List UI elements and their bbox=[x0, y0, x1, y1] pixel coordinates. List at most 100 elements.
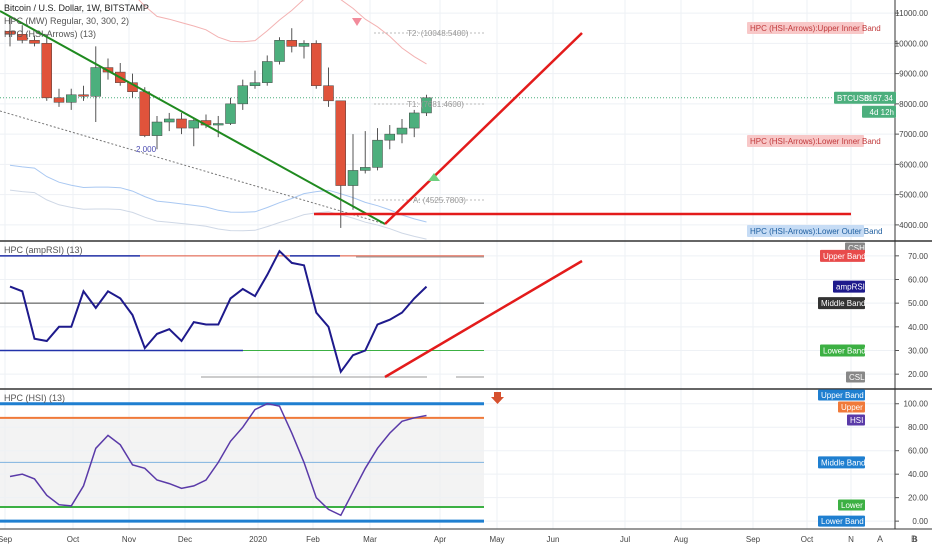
settings-button[interactable]: B bbox=[911, 534, 917, 544]
hsi-axis[interactable]: 0.00 20.00 40.00 60.00 80.00 100.00 bbox=[895, 400, 929, 526]
axis-tick-label: 11000.00 bbox=[895, 9, 928, 18]
down-arrow-icon bbox=[491, 392, 504, 404]
axis-tags: HPC (HSI-Arrows):Upper Inner Band HPC (HS… bbox=[747, 22, 896, 527]
bullish-candle[interactable] bbox=[347, 170, 359, 186]
rsi-pane-legend[interactable]: HPC (ampRSI) (13) bbox=[4, 245, 83, 255]
bullish-candle[interactable] bbox=[384, 133, 395, 141]
axis-tick-label: 20.00 bbox=[908, 494, 929, 503]
bearish-candle[interactable] bbox=[4, 30, 16, 35]
price-pane[interactable]: 2.000 T2: (10048.5400) T1: (7681.4600) A… bbox=[0, 0, 895, 240]
upper-envelope-band bbox=[138, 0, 427, 65]
bearish-candle[interactable] bbox=[139, 91, 150, 136]
bearish-candle[interactable] bbox=[311, 43, 322, 86]
axis-tick-label: 40.00 bbox=[908, 323, 929, 332]
hsi-pane[interactable] bbox=[0, 392, 895, 523]
rsi-middle-band-tag-label: Middle Band bbox=[821, 299, 865, 308]
green-downtrend-line[interactable] bbox=[0, 10, 386, 225]
sell-arrow-icon bbox=[352, 18, 362, 26]
bullish-candle[interactable] bbox=[188, 120, 199, 129]
lower-outer-band-tag-label: HPC (HSI-Arrows):Lower Outer Band bbox=[750, 227, 882, 236]
bullish-candle[interactable] bbox=[360, 167, 371, 171]
axis-tick-label: 0.00 bbox=[912, 517, 928, 526]
bullish-candle[interactable] bbox=[249, 82, 261, 86]
csh-tag-label: CSH bbox=[848, 244, 865, 253]
price-grid bbox=[0, 12, 895, 226]
bullish-candle[interactable] bbox=[66, 94, 77, 103]
bearish-candle[interactable] bbox=[41, 43, 52, 99]
bullish-candle[interactable] bbox=[237, 85, 248, 105]
lower-outer-envelope-band bbox=[9, 189, 427, 240]
hsi-middle-band-tag-label: Middle Band bbox=[821, 458, 865, 467]
time-axis[interactable]: Sep Oct Nov Dec 2020 Feb Mar Apr May Jun Jul Aug Sep… bbox=[0, 535, 918, 544]
bullish-candle[interactable] bbox=[409, 112, 420, 129]
bearish-candle[interactable] bbox=[286, 40, 297, 47]
time-label: Apr bbox=[434, 535, 447, 544]
bullish-candle[interactable] bbox=[298, 43, 310, 47]
red-uptrend-line[interactable] bbox=[384, 32, 583, 225]
countdown-tag-label: 4d 12h bbox=[870, 108, 894, 117]
bearish-candle[interactable] bbox=[17, 34, 28, 41]
time-label: Dec bbox=[178, 535, 192, 544]
rsi-axis[interactable]: 20.00 30.00 40.00 50.00 60.00 70.00 bbox=[895, 252, 929, 379]
ratio-annotation: 2.000 bbox=[136, 145, 157, 154]
auto-scale-button[interactable]: A bbox=[877, 534, 883, 544]
bullish-candle[interactable] bbox=[151, 121, 163, 136]
bullish-candle[interactable] bbox=[225, 103, 236, 124]
bullish-candle[interactable] bbox=[396, 127, 408, 135]
time-label: Jul bbox=[620, 535, 630, 544]
axis-tick-label: 30.00 bbox=[908, 347, 929, 356]
lower-inner-band-tag-label: HPC (HSI-Arrows):Lower Inner Band bbox=[750, 137, 881, 146]
axis-tick-label: 80.00 bbox=[908, 423, 929, 432]
bullish-candle[interactable] bbox=[421, 97, 432, 114]
hsi-line[interactable] bbox=[9, 402, 427, 517]
amprsi-line[interactable] bbox=[9, 249, 428, 375]
hsi-value-tag bbox=[847, 414, 865, 426]
hsi-value-tag-label: HSI bbox=[850, 416, 863, 425]
bullish-candle[interactable] bbox=[372, 139, 383, 168]
rsi-upper-band-tag-label: Upper Band bbox=[823, 252, 866, 261]
price-symbol-tag-label: BTCUSD bbox=[837, 94, 870, 103]
price-axis[interactable]: 4000.00 5000.00 6000.00 7000.00 8000.00 9000.… bbox=[895, 9, 929, 230]
axis-tick-label: 7000.00 bbox=[899, 130, 928, 139]
bullish-candle[interactable] bbox=[213, 123, 224, 126]
hsi-pane-legend[interactable]: HPC (HSI) (13) bbox=[4, 393, 65, 403]
bearish-candle[interactable] bbox=[78, 94, 89, 97]
csl-tag-label: CSL bbox=[849, 373, 865, 382]
axis-tick-label: 100.00 bbox=[904, 400, 929, 409]
bearish-candle[interactable] bbox=[29, 40, 40, 44]
bearish-candle[interactable] bbox=[53, 97, 65, 103]
time-label: Feb bbox=[306, 535, 320, 544]
indicator-legend-mw[interactable]: HPC (MW) Regular, 30, 300, 2) bbox=[4, 16, 129, 26]
axis-tick-label: 70.00 bbox=[908, 252, 929, 261]
bullish-candle[interactable] bbox=[274, 40, 285, 62]
time-label: Nov bbox=[122, 535, 136, 544]
axis-tick-label: 9000.00 bbox=[899, 70, 928, 79]
price-value-label: 8167.34 bbox=[864, 94, 893, 103]
hsi-upper-tag bbox=[838, 401, 865, 413]
lower-outer-band-tag bbox=[747, 225, 864, 237]
candles[interactable] bbox=[4, 16, 432, 228]
rsi-pane[interactable] bbox=[0, 249, 895, 379]
indicator-legend-hsi-arrows[interactable]: HPC (HSI-Arrows) (13) bbox=[4, 29, 96, 39]
bullish-candle[interactable] bbox=[262, 61, 273, 83]
bullish-candle[interactable] bbox=[90, 67, 101, 97]
axis-tick-label: 60.00 bbox=[908, 447, 929, 456]
axis-tick-label: 6000.00 bbox=[899, 160, 928, 169]
time-label: Oct bbox=[801, 535, 814, 544]
rsi-middle-band-tag bbox=[818, 297, 865, 310]
bearish-candle[interactable] bbox=[335, 100, 346, 186]
bearish-candle[interactable] bbox=[176, 118, 187, 129]
rsi-red-trend-line[interactable] bbox=[384, 259, 583, 379]
hsi-upper-band-tag-label: Upper Band bbox=[821, 391, 864, 400]
axis-tick-label: 8000.00 bbox=[899, 100, 928, 109]
time-label: N bbox=[848, 535, 854, 544]
time-label: B bbox=[912, 535, 917, 544]
time-label: Jun bbox=[547, 535, 560, 544]
hsi-lower-tag-label: Lower bbox=[841, 501, 863, 510]
symbol-title[interactable]: Bitcoin / U.S. Dollar, 1W, BITSTAMP bbox=[4, 3, 149, 13]
bullish-candle[interactable] bbox=[164, 118, 175, 123]
bearish-candle[interactable] bbox=[323, 85, 334, 102]
long-dotted-trendline[interactable] bbox=[0, 110, 386, 225]
hsi-upper-band-tag bbox=[818, 389, 865, 401]
